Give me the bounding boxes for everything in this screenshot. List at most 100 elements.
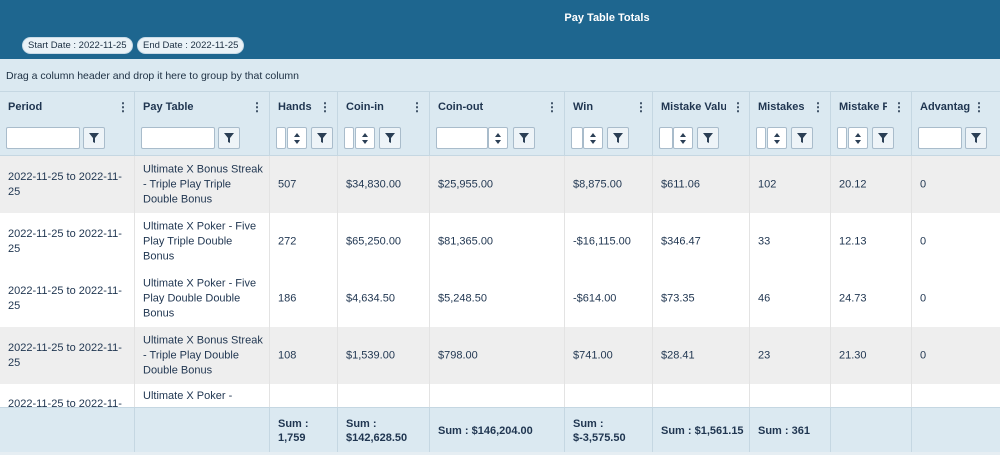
cell-hands: 186 [270, 270, 338, 327]
kebab-menu-icon[interactable]: ⋮ [251, 100, 263, 114]
spin-arrows-icon[interactable] [673, 127, 693, 149]
filter-funnel-icon[interactable] [379, 127, 401, 149]
kebab-menu-icon[interactable]: ⋮ [411, 100, 423, 114]
filter-cell-pay-table [135, 122, 270, 156]
kebab-menu-icon[interactable]: ⋮ [546, 100, 558, 114]
report-title: Pay Table Totals [564, 12, 650, 24]
column-header-coin-out[interactable]: Coin-out ⋮ [430, 92, 565, 122]
column-header-mistake-value[interactable]: Mistake Valu ⋮ [653, 92, 750, 122]
spin-arrows-icon[interactable] [848, 127, 868, 149]
summary-cell-advantage [912, 408, 1000, 453]
filter-cell-win [565, 122, 653, 156]
mistakes-filter-input[interactable] [756, 127, 766, 149]
column-label: Period [8, 101, 43, 113]
coin-out-filter-input[interactable] [436, 127, 488, 149]
win-filter-input[interactable] [571, 127, 583, 149]
cell-pay-table: Ultimate X Bonus Streak - Triple Play Tr… [135, 156, 270, 213]
filter-funnel-icon[interactable] [218, 127, 240, 149]
cell-period: 2022-11-25 to 2022-11- [0, 384, 135, 407]
end-date-chip[interactable]: End Date : 2022-11-25 [137, 37, 245, 54]
filter-funnel-icon[interactable] [607, 127, 629, 149]
filter-funnel-icon[interactable] [697, 127, 719, 149]
table-row[interactable]: 2022-11-25 to 2022-11-25 Ultimate X Bonu… [0, 156, 1000, 213]
mistake-value-filter-input[interactable] [659, 127, 673, 149]
spin-arrows-icon[interactable] [355, 127, 375, 149]
kebab-menu-icon[interactable]: ⋮ [973, 100, 985, 114]
kebab-menu-icon[interactable]: ⋮ [319, 100, 331, 114]
cell-mistake-f: 12.13 [831, 213, 912, 270]
start-date-chip[interactable]: Start Date : 2022-11-25 [22, 37, 133, 54]
cell-text: $25,955.00 [438, 178, 494, 190]
table-row[interactable]: 2022-11-25 to 2022-11-25 Ultimate X Poke… [0, 213, 1000, 270]
mistake-f-filter-input[interactable] [837, 127, 847, 149]
sum-mistakes: Sum : 361 [758, 424, 810, 437]
spin-arrows-icon[interactable] [583, 127, 603, 149]
spin-arrows-icon[interactable] [287, 127, 307, 149]
cell-text: 2022-11-25 to 2022-11-25 [8, 170, 122, 198]
cell-coin-in: $65,250.00 [338, 213, 430, 270]
cell-text: $73.35 [661, 292, 695, 304]
filter-funnel-icon[interactable] [872, 127, 894, 149]
cell-win [565, 384, 653, 407]
column-header-hands[interactable]: Hands ⋮ [270, 92, 338, 122]
pay-table-filter-input[interactable] [141, 127, 215, 149]
column-header-advantage[interactable]: Advantag ⋮ [912, 92, 1000, 122]
filter-funnel-icon[interactable] [965, 127, 987, 149]
period-filter-input[interactable] [6, 127, 80, 149]
hands-filter-input[interactable] [276, 127, 286, 149]
filter-funnel-icon[interactable] [83, 127, 105, 149]
kebab-menu-icon[interactable]: ⋮ [893, 100, 905, 114]
group-panel[interactable]: Drag a column header and drop it here to… [0, 59, 1000, 92]
table-row[interactable]: 2022-11-25 to 2022-11-25 Ultimate X Bonu… [0, 327, 1000, 384]
kebab-menu-icon[interactable]: ⋮ [635, 100, 647, 114]
column-label: Hands [278, 101, 312, 113]
cell-text: Ultimate X Poker - Five Play Double Doub… [143, 277, 257, 319]
cell-mistake-f: 24.73 [831, 270, 912, 327]
cell-text: 0 [920, 178, 927, 190]
kebab-menu-icon[interactable]: ⋮ [732, 100, 744, 114]
cell-coin-in: $34,830.00 [338, 156, 430, 213]
summary-cell-pay-table [135, 408, 270, 453]
cell-win: -$614.00 [565, 270, 653, 327]
cell-text: $346.47 [661, 235, 701, 247]
group-panel-hint: Drag a column header and drop it here to… [6, 70, 300, 82]
cell-period: 2022-11-25 to 2022-11-25 [0, 156, 135, 213]
column-header-period[interactable]: Period ⋮ [0, 92, 135, 122]
column-header-coin-in[interactable]: Coin-in ⋮ [338, 92, 430, 122]
filter-cell-advantage [912, 122, 1000, 156]
filter-funnel-icon[interactable] [311, 127, 333, 149]
coin-in-filter-input[interactable] [344, 127, 354, 149]
filter-funnel-icon[interactable] [513, 127, 535, 149]
spin-arrows-icon[interactable] [488, 127, 508, 149]
cell-text: 102 [758, 178, 777, 190]
column-header-mistake-f[interactable]: Mistake F ⋮ [831, 92, 912, 122]
cell-text: 12.13 [839, 235, 867, 247]
column-label: Win [573, 101, 594, 113]
cell-text: 0 [920, 292, 927, 304]
cell-text: 33 [758, 235, 771, 247]
cell-text: $8,875.00 [573, 178, 622, 190]
sum-hands: Sum : 1,759 [278, 417, 309, 444]
cell-hands: 272 [270, 213, 338, 270]
column-header-win[interactable]: Win ⋮ [565, 92, 653, 122]
cell-coin-in [338, 384, 430, 407]
filter-funnel-icon[interactable] [791, 127, 813, 149]
cell-text: $611.06 [661, 178, 700, 190]
column-label: Coin-out [438, 101, 484, 113]
cell-coin-out: $25,955.00 [430, 156, 565, 213]
kebab-menu-icon[interactable]: ⋮ [812, 100, 824, 114]
cell-coin-out: $5,248.50 [430, 270, 565, 327]
advantage-filter-input[interactable] [918, 127, 962, 149]
grid-summary-row: Sum : 1,759 Sum : $142,628.50 Sum : $146… [0, 407, 1000, 453]
grid-bottom-edge [0, 452, 1000, 455]
spin-arrows-icon[interactable] [767, 127, 787, 149]
column-label: Mistakes [758, 101, 805, 113]
cell-win: $741.00 [565, 327, 653, 384]
cell-pay-table: Ultimate X Poker - Five Play Triple Doub… [135, 213, 270, 270]
kebab-menu-icon[interactable]: ⋮ [117, 100, 129, 114]
column-header-pay-table[interactable]: Pay Table ⋮ [135, 92, 270, 122]
table-row-partial[interactable]: 2022-11-25 to 2022-11- Ultimate X Poker … [0, 384, 1000, 407]
cell-hands: 507 [270, 156, 338, 213]
table-row[interactable]: 2022-11-25 to 2022-11-25 Ultimate X Poke… [0, 270, 1000, 327]
column-header-mistakes[interactable]: Mistakes ⋮ [750, 92, 831, 122]
